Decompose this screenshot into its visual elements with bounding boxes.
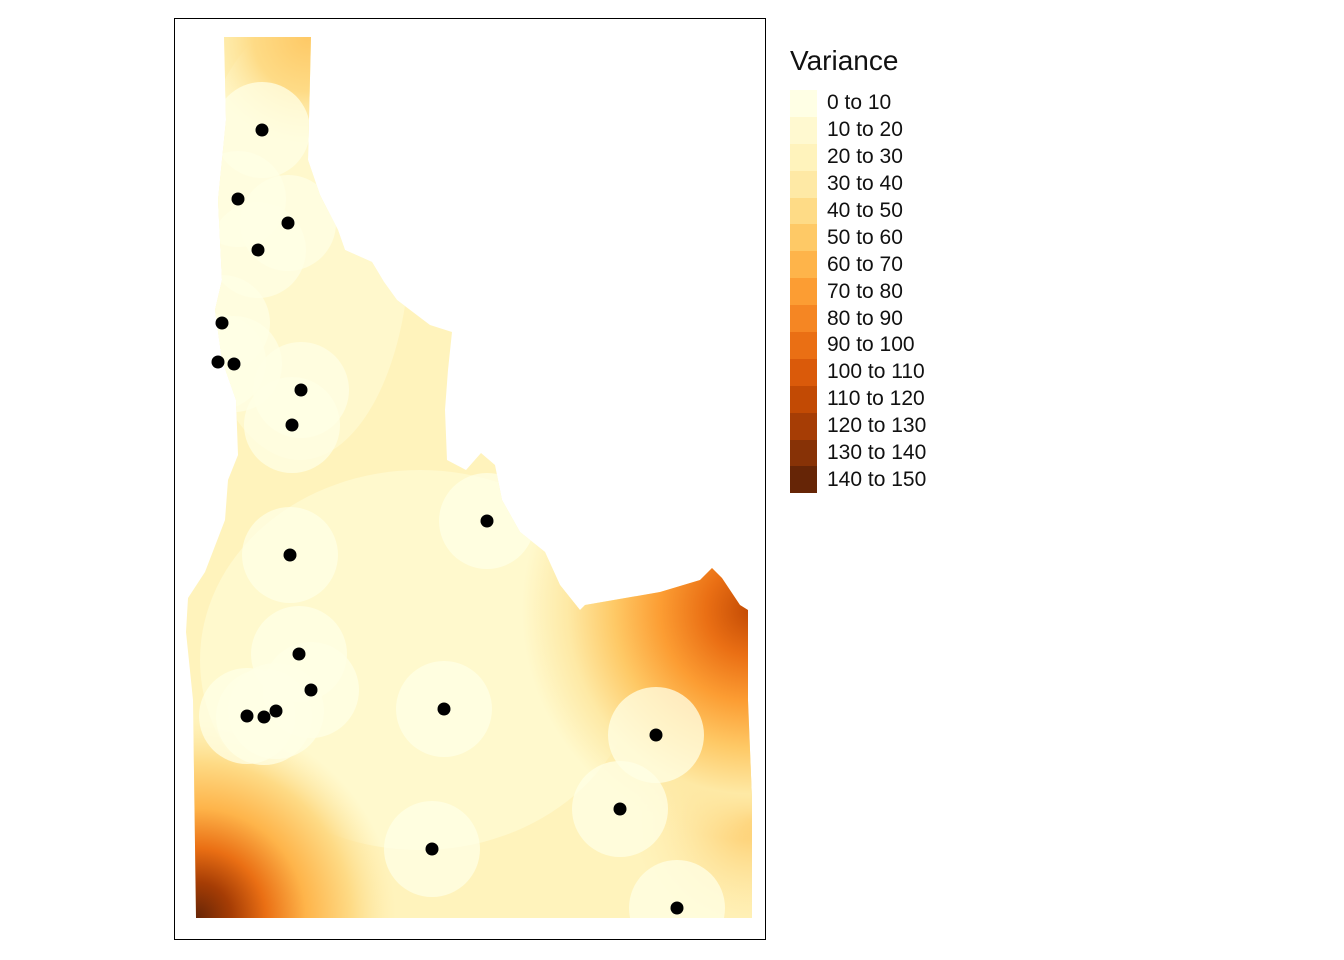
legend-swatch bbox=[790, 412, 817, 440]
variance-surface bbox=[186, 37, 752, 918]
legend-swatch bbox=[790, 251, 817, 279]
legend-item: 100 to 110 bbox=[790, 358, 926, 386]
legend-label: 90 to 100 bbox=[827, 333, 915, 357]
legend-swatch bbox=[790, 385, 817, 413]
sample-point bbox=[255, 123, 269, 137]
legend-label: 30 to 40 bbox=[827, 172, 903, 196]
legend-item: 50 to 60 bbox=[790, 224, 926, 252]
map-panel bbox=[174, 18, 766, 940]
sample-point bbox=[437, 702, 451, 716]
sample-point bbox=[294, 383, 308, 397]
legend-item: 0 to 10 bbox=[790, 90, 926, 117]
legend-swatch bbox=[790, 332, 817, 359]
sample-point bbox=[480, 514, 494, 528]
legend-label: 100 to 110 bbox=[827, 360, 925, 384]
legend-swatch bbox=[790, 90, 817, 117]
legend-label: 40 to 50 bbox=[827, 199, 903, 222]
legend-item: 110 to 120 bbox=[790, 385, 926, 413]
sample-point bbox=[211, 355, 225, 369]
sample-point bbox=[269, 704, 283, 718]
sample-point bbox=[613, 802, 627, 816]
legend-label: 140 to 150 bbox=[827, 467, 927, 491]
legend-label: 10 to 20 bbox=[827, 118, 903, 142]
legend-swatch bbox=[790, 466, 817, 494]
legend-label: 60 to 70 bbox=[827, 252, 903, 276]
sample-point bbox=[215, 316, 229, 330]
legend-item: 80 to 90 bbox=[790, 305, 926, 333]
legend-swatch bbox=[790, 170, 817, 198]
legend: Variance 0 to 10 10 to 20 20 to 30 30 to 40… bbox=[790, 44, 927, 494]
legend-item: 40 to 50 bbox=[790, 197, 926, 225]
legend-items: 0 to 10 10 to 20 20 to 30 30 to 40 40 to 50 5… bbox=[790, 90, 927, 494]
legend-swatch bbox=[790, 116, 817, 144]
legend-label: 110 to 120 bbox=[827, 387, 925, 411]
legend-label: 50 to 60 bbox=[827, 225, 903, 249]
legend-swatch bbox=[790, 305, 817, 333]
legend-label: 80 to 90 bbox=[827, 306, 903, 330]
legend-item: 60 to 70 bbox=[790, 251, 926, 279]
legend-label: 130 to 140 bbox=[827, 441, 927, 465]
legend-item: 120 to 130 bbox=[790, 412, 927, 440]
legend-item: 10 to 20 bbox=[790, 116, 926, 144]
sample-point bbox=[285, 418, 299, 432]
legend-label: 20 to 30 bbox=[827, 145, 903, 169]
legend-swatch bbox=[790, 197, 817, 225]
legend-label: 0 to 10 bbox=[827, 91, 892, 115]
sample-point bbox=[304, 683, 318, 697]
legend-item: 90 to 100 bbox=[790, 332, 926, 359]
sample-point bbox=[240, 709, 254, 723]
legend-item: 30 to 40 bbox=[790, 170, 926, 198]
legend-title: Variance bbox=[790, 45, 899, 76]
sample-point bbox=[231, 192, 245, 206]
sample-points bbox=[211, 123, 684, 915]
legend-item: 130 to 140 bbox=[790, 439, 927, 467]
sample-point bbox=[227, 357, 241, 371]
legend-label: 70 to 80 bbox=[827, 279, 903, 303]
sample-point bbox=[649, 728, 663, 742]
sample-point bbox=[251, 243, 265, 257]
legend-item: 140 to 150 bbox=[790, 466, 927, 494]
sample-point bbox=[292, 647, 306, 661]
sample-point bbox=[283, 548, 297, 562]
legend-swatch bbox=[790, 224, 817, 252]
sample-point bbox=[257, 710, 271, 724]
legend-swatch bbox=[790, 143, 817, 171]
sample-point bbox=[281, 216, 295, 230]
sample-point bbox=[425, 842, 439, 856]
legend-item: 70 to 80 bbox=[790, 278, 926, 306]
legend-swatch bbox=[790, 278, 817, 306]
legend-swatch bbox=[790, 439, 817, 467]
legend-swatch bbox=[790, 358, 817, 386]
legend-label: 120 to 130 bbox=[827, 414, 927, 438]
sample-point bbox=[670, 901, 684, 915]
legend-item: 20 to 30 bbox=[790, 143, 926, 171]
